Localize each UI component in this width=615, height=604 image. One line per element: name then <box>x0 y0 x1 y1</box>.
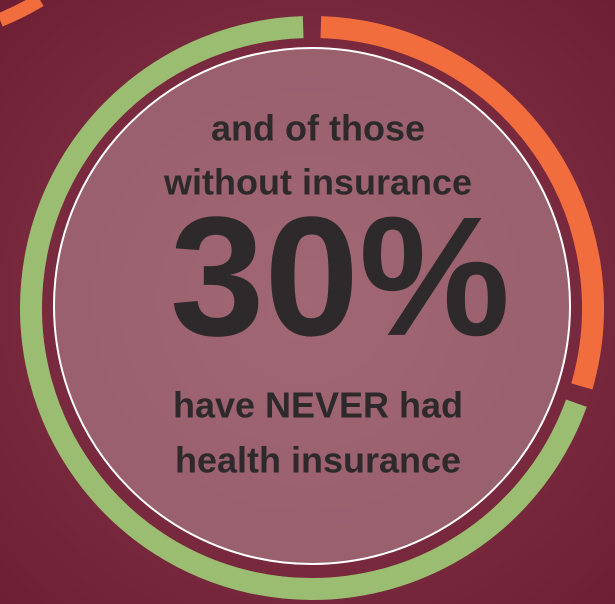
donut-segment <box>320 16 604 390</box>
decor-arc <box>0 0 44 27</box>
annotation: without insurance <box>163 162 472 203</box>
value-label: 30% <box>170 182 510 372</box>
donut-segment <box>20 16 587 600</box>
annotation: have NEVER had <box>173 385 463 426</box>
annotation: health insurance <box>175 440 461 481</box>
annotation: and of those <box>211 108 425 149</box>
donut <box>20 16 604 600</box>
inner-disc <box>53 47 571 565</box>
